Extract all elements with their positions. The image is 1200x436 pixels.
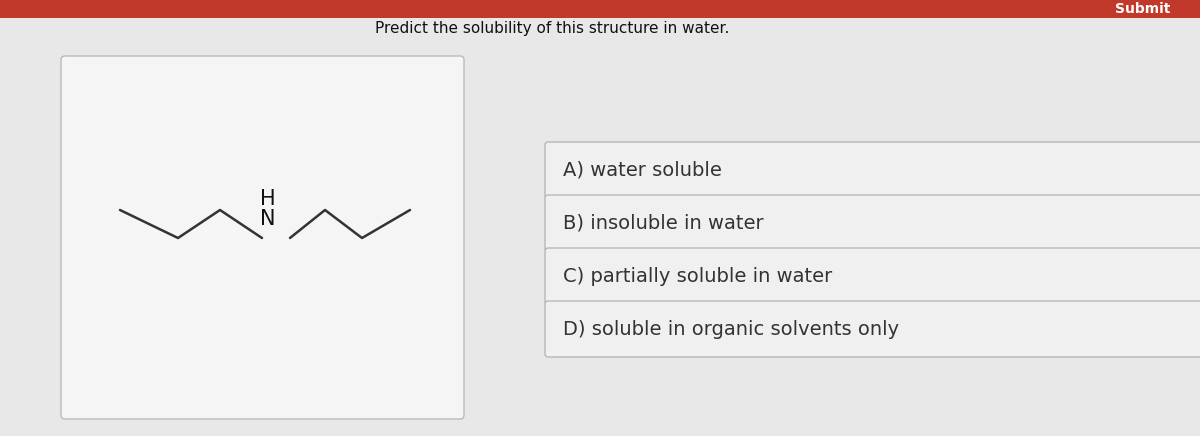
FancyBboxPatch shape bbox=[61, 56, 464, 419]
Text: B) insoluble in water: B) insoluble in water bbox=[563, 214, 763, 232]
Text: D) soluble in organic solvents only: D) soluble in organic solvents only bbox=[563, 320, 899, 338]
FancyBboxPatch shape bbox=[545, 142, 1200, 198]
Text: A) water soluble: A) water soluble bbox=[563, 160, 722, 180]
FancyBboxPatch shape bbox=[545, 195, 1200, 251]
Text: N: N bbox=[260, 209, 276, 229]
Text: H: H bbox=[260, 189, 276, 209]
Text: C) partially soluble in water: C) partially soluble in water bbox=[563, 266, 833, 286]
Bar bbox=[0, 0, 1200, 18]
Text: Predict the solubility of this structure in water.: Predict the solubility of this structure… bbox=[374, 20, 730, 35]
FancyBboxPatch shape bbox=[545, 301, 1200, 357]
Text: Submit: Submit bbox=[1115, 2, 1170, 16]
FancyBboxPatch shape bbox=[545, 248, 1200, 304]
